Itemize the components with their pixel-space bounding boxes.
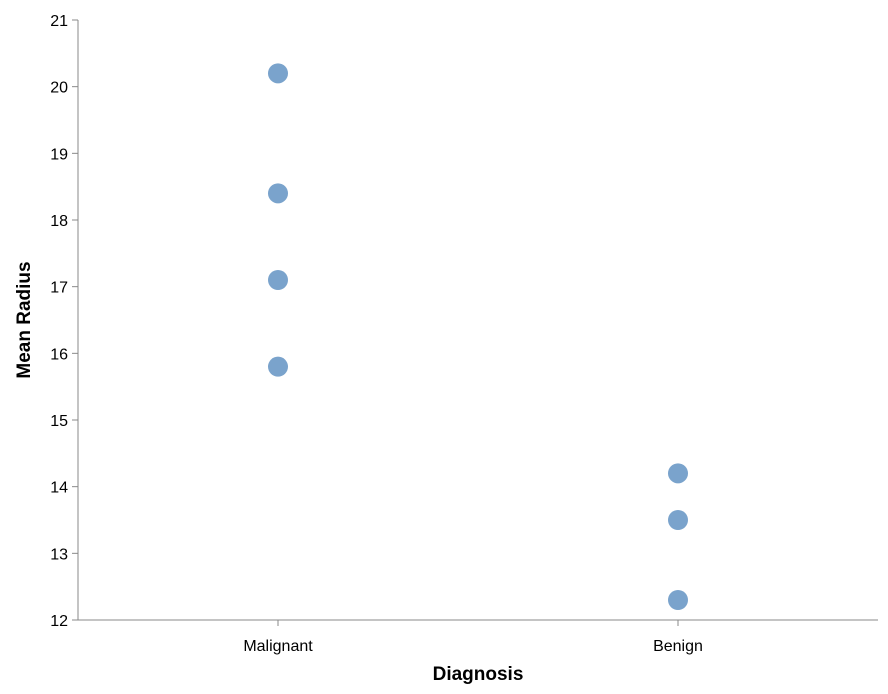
y-tick-label: 12	[50, 613, 68, 630]
y-tick-label: 18	[50, 213, 68, 230]
data-point-benign	[668, 590, 688, 610]
y-tick-label: 14	[50, 480, 68, 497]
data-point-malignant	[268, 183, 288, 204]
y-axis: 12 13 14 15 16 17 18 19 20 21	[50, 13, 79, 630]
y-tick-label: 15	[50, 413, 68, 430]
y-tick-label: 21	[50, 13, 68, 30]
x-axis-title: Diagnosis	[433, 664, 524, 685]
x-tick-label: Malignant	[243, 638, 313, 655]
y-tick-label: 20	[50, 80, 68, 97]
data-point-malignant	[268, 63, 288, 84]
data-points	[268, 63, 688, 610]
data-point-benign	[668, 510, 688, 530]
data-point-benign	[668, 463, 688, 484]
x-axis: Malignant Benign	[78, 619, 878, 655]
y-tick-label: 19	[50, 146, 68, 163]
y-tick-label: 17	[50, 280, 68, 297]
data-point-malignant	[268, 270, 288, 290]
y-axis-title: Mean Radius	[14, 261, 35, 378]
y-tick-label: 13	[50, 546, 68, 563]
x-tick-label: Benign	[653, 638, 703, 655]
y-tick-label: 16	[50, 346, 68, 363]
data-point-malignant	[268, 356, 288, 377]
